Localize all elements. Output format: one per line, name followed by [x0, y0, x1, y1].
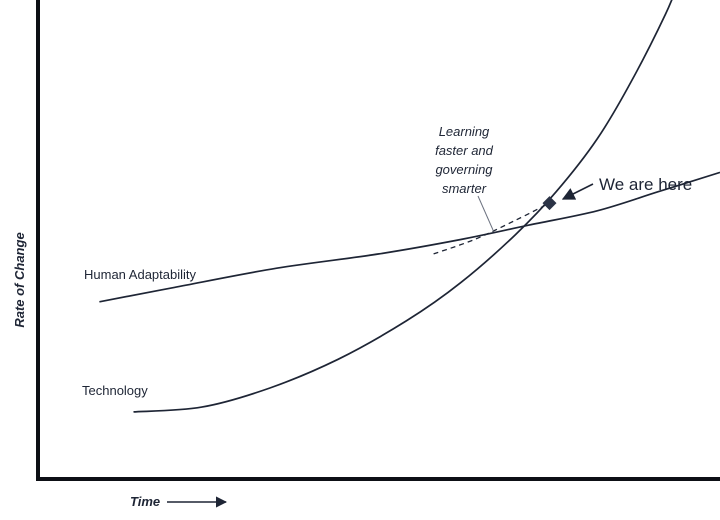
- dashed-learning-path: [433, 202, 550, 255]
- annotation-learning-leader: [477, 195, 494, 231]
- y-axis-title: Rate of Change: [12, 232, 27, 327]
- annotation-learning-line-2: faster and: [435, 143, 494, 158]
- series-line-human-adaptability: [99, 171, 720, 303]
- annotation-learning-line-4: smarter: [442, 181, 487, 196]
- series-label-technology: Technology: [82, 383, 148, 398]
- series-label-human-adaptability: Human Adaptability: [84, 267, 197, 282]
- series-line-technology: [133, 0, 673, 413]
- x-axis-title: Time: [130, 494, 160, 509]
- annotation-learning-line-3: governing: [435, 162, 493, 177]
- we-are-here-arrow: [561, 183, 594, 200]
- we-are-here-marker: [542, 196, 557, 211]
- annotation-we-are-here: We are here: [599, 175, 692, 194]
- annotation-learning-line-1: Learning: [439, 124, 490, 139]
